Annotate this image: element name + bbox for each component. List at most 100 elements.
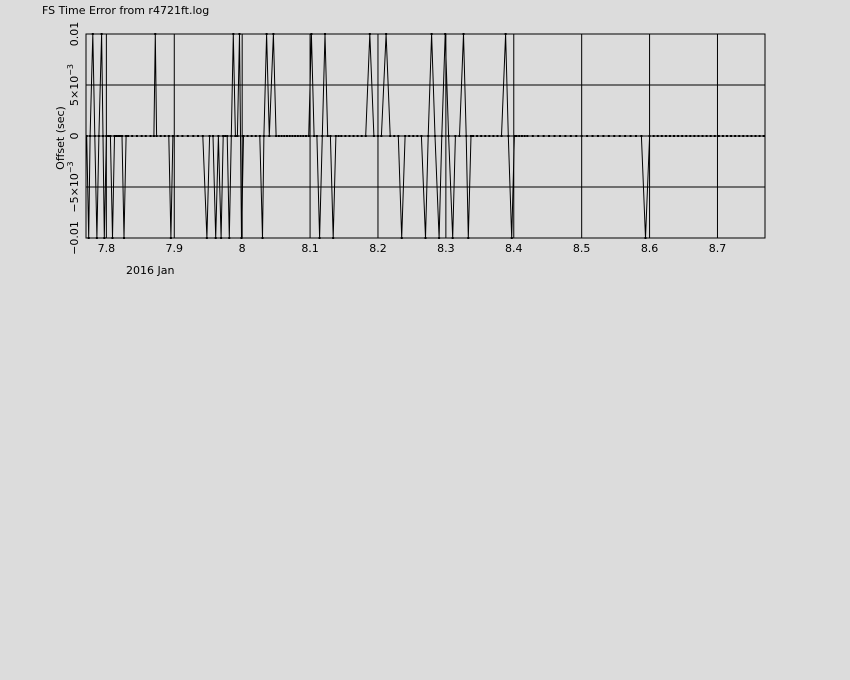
data-point bbox=[404, 135, 407, 137]
data-point bbox=[135, 135, 138, 137]
y-axis: −0.01 −5×10−3 0 5×10−3 0.01 bbox=[66, 22, 81, 255]
data-point bbox=[440, 135, 443, 137]
data-point bbox=[352, 135, 355, 137]
data-point bbox=[575, 135, 578, 137]
data-point bbox=[515, 135, 518, 137]
data-point bbox=[721, 135, 724, 137]
data-point bbox=[285, 135, 288, 137]
y-tick-label: 0 bbox=[68, 133, 81, 140]
y-tick-label: −0.01 bbox=[68, 221, 81, 255]
data-point bbox=[280, 135, 283, 137]
data-point bbox=[754, 135, 757, 137]
data-point bbox=[277, 135, 280, 137]
data-point bbox=[304, 135, 307, 137]
x-axis-label: 2016 Jan bbox=[126, 264, 174, 277]
data-point bbox=[144, 135, 147, 137]
data-point bbox=[321, 135, 324, 137]
data-point bbox=[758, 135, 761, 137]
data-point bbox=[569, 135, 572, 137]
data-point bbox=[340, 135, 343, 137]
data-point bbox=[159, 135, 162, 137]
data-point bbox=[105, 135, 108, 137]
data-point bbox=[564, 135, 567, 137]
data-point bbox=[268, 135, 271, 137]
data-point bbox=[697, 135, 700, 137]
data-point bbox=[127, 135, 130, 137]
data-point bbox=[201, 135, 204, 137]
data-point bbox=[152, 135, 155, 137]
x-tick-label: 8.4 bbox=[505, 242, 523, 255]
data-point bbox=[750, 135, 753, 137]
data-point bbox=[131, 135, 134, 137]
data-point bbox=[652, 135, 655, 137]
x-tick-label: 8.2 bbox=[369, 242, 387, 255]
data-point bbox=[480, 135, 483, 137]
y-tick-label: −5×10−3 bbox=[66, 161, 81, 212]
data-point bbox=[155, 135, 158, 137]
series-layer bbox=[85, 33, 765, 239]
data-point bbox=[607, 135, 610, 137]
data-point bbox=[334, 135, 337, 137]
data-point bbox=[234, 135, 237, 137]
data-point bbox=[693, 135, 696, 137]
data-point bbox=[488, 135, 491, 137]
data-point bbox=[648, 135, 651, 137]
data-point bbox=[447, 135, 450, 137]
data-point bbox=[500, 135, 503, 137]
data-point bbox=[197, 135, 200, 137]
data-point bbox=[618, 135, 621, 137]
data-point bbox=[163, 135, 166, 137]
data-point bbox=[107, 135, 110, 137]
data-point bbox=[397, 135, 400, 137]
data-point bbox=[624, 135, 627, 137]
y-tick-label: 0.01 bbox=[68, 22, 81, 47]
data-point bbox=[167, 135, 170, 137]
data-point bbox=[222, 135, 225, 137]
data-point bbox=[730, 135, 733, 137]
data-point bbox=[125, 135, 128, 137]
x-tick-label: 7.9 bbox=[166, 242, 184, 255]
data-point bbox=[380, 135, 383, 137]
data-point bbox=[668, 135, 671, 137]
data-point bbox=[742, 135, 745, 137]
data-point bbox=[140, 135, 143, 137]
data-point bbox=[542, 135, 545, 137]
data-point bbox=[713, 135, 716, 137]
data-point bbox=[283, 135, 286, 137]
data-point bbox=[393, 135, 396, 137]
data-point bbox=[176, 135, 179, 137]
data-point bbox=[250, 135, 253, 137]
x-axis: 7.8 7.9 8 8.1 8.2 8.3 8.4 8.5 8.6 8.7 bbox=[98, 242, 727, 255]
data-point bbox=[356, 135, 359, 137]
data-point bbox=[553, 135, 556, 137]
data-point bbox=[484, 135, 487, 137]
data-point bbox=[591, 135, 594, 137]
data-point bbox=[254, 135, 257, 137]
data-point bbox=[558, 135, 561, 137]
data-point bbox=[117, 135, 120, 137]
y-tick-label: 5×10−3 bbox=[66, 64, 81, 106]
data-point bbox=[705, 135, 708, 137]
data-point bbox=[236, 135, 239, 137]
data-point bbox=[725, 135, 728, 137]
data-point bbox=[531, 135, 534, 137]
data-point bbox=[288, 135, 291, 137]
x-tick-label: 8.6 bbox=[641, 242, 659, 255]
data-point bbox=[523, 135, 526, 137]
data-point bbox=[656, 135, 659, 137]
data-point bbox=[673, 135, 676, 137]
data-point bbox=[472, 135, 475, 137]
data-point bbox=[192, 135, 195, 137]
data-point bbox=[360, 135, 363, 137]
data-point bbox=[689, 135, 692, 137]
data-point bbox=[109, 135, 112, 137]
data-point bbox=[709, 135, 712, 137]
data-point bbox=[476, 135, 479, 137]
data-point bbox=[492, 135, 495, 137]
data-point bbox=[416, 135, 419, 137]
data-point bbox=[258, 135, 261, 137]
data-point bbox=[629, 135, 632, 137]
data-point bbox=[337, 135, 340, 137]
data-point bbox=[762, 135, 765, 137]
